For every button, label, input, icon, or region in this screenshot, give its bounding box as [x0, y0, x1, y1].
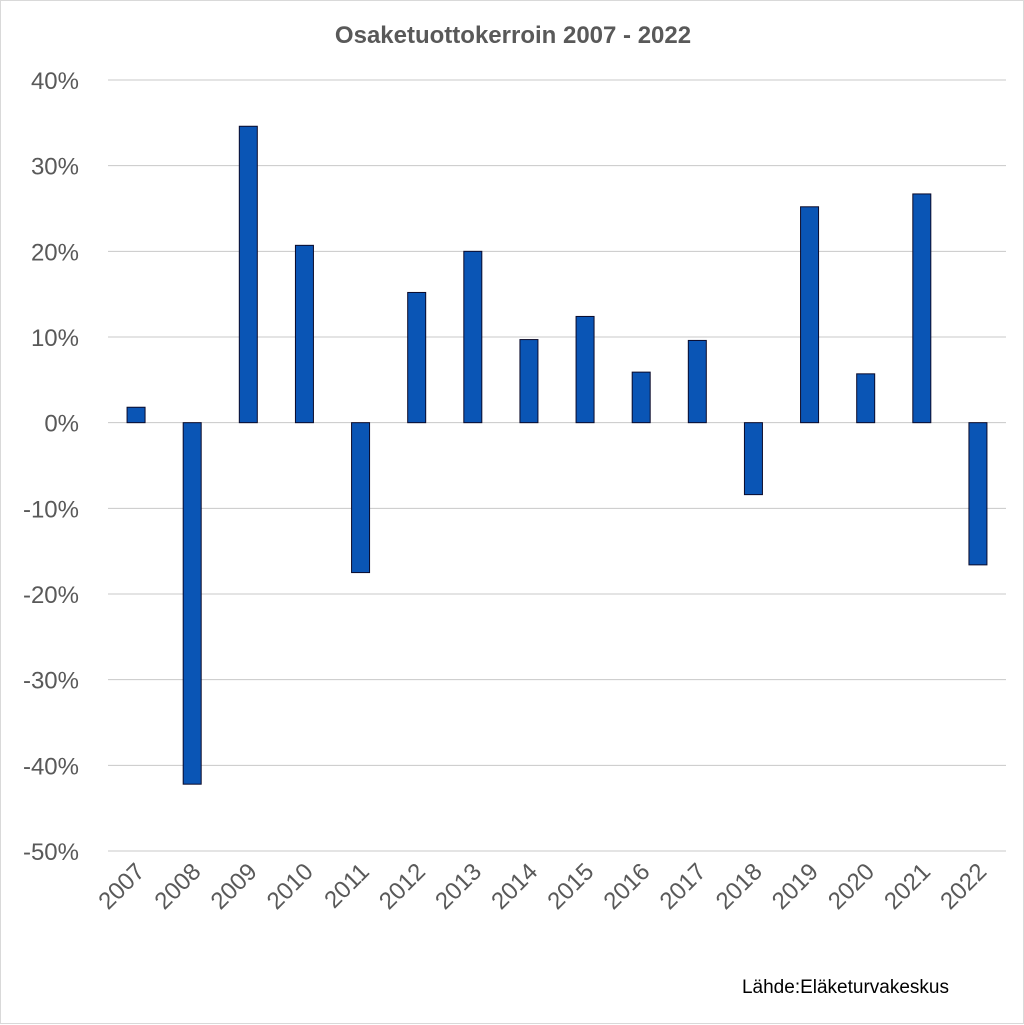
x-tick-label: 2014 [486, 858, 543, 915]
y-tick-label: 30% [31, 154, 79, 181]
x-tick-label: 2008 [150, 858, 207, 915]
y-tick-label: -40% [23, 753, 79, 780]
x-tick-label: 2009 [206, 858, 263, 915]
bar-2016 [631, 371, 651, 424]
x-axis-tick-labels: 2007 2008 2009 2010 2011 2012 2013 2014 2015 2016… [93, 858, 992, 915]
bar-2007 [126, 406, 146, 424]
y-tick-label: -50% [23, 839, 79, 866]
bars [126, 125, 988, 785]
x-tick-label: 2022 [935, 858, 992, 915]
bar-2013 [463, 250, 483, 424]
bar-2019 [800, 206, 820, 424]
bar-2020 [856, 373, 876, 424]
x-tick-label: 2016 [599, 858, 656, 915]
x-tick-label: 2018 [711, 858, 768, 915]
y-tick-label: 10% [31, 325, 79, 352]
y-tick-label: -10% [23, 496, 79, 523]
bar-2012 [407, 291, 427, 424]
x-tick-label: 2010 [262, 858, 319, 915]
y-tick-label: 40% [31, 68, 79, 95]
bar-2014 [519, 339, 539, 424]
bar-2022 [968, 422, 988, 566]
y-tick-label: 20% [31, 239, 79, 266]
bar-2021 [912, 193, 932, 424]
x-tick-label: 2007 [93, 858, 150, 915]
bar-2017 [687, 339, 707, 424]
x-tick-label: 2020 [823, 858, 880, 915]
x-tick-label: 2021 [879, 858, 936, 915]
x-tick-label: 2012 [374, 858, 431, 915]
bar-2009 [238, 125, 258, 424]
x-tick-label: 2019 [767, 858, 824, 915]
y-axis-tick-labels: 40% 30% 20% 10% 0% -10% -20% -30% -40% -50% [23, 68, 79, 866]
bar-2010 [294, 244, 314, 424]
x-tick-label: 2011 [319, 858, 375, 914]
y-tick-label: -20% [23, 582, 79, 609]
x-tick-label: 2015 [542, 858, 599, 915]
chart-title: Osaketuottokerroin 2007 - 2022 [335, 22, 691, 49]
bar-2008 [182, 422, 202, 785]
bar-2015 [575, 315, 595, 424]
y-tick-label: 0% [44, 411, 79, 438]
bar-2011 [351, 422, 371, 574]
bar-2018 [743, 422, 763, 496]
x-tick-label: 2013 [430, 858, 487, 915]
source-note: Lähde:Eläketurvakeskus [742, 977, 949, 998]
y-tick-label: -30% [23, 668, 79, 695]
x-tick-label: 2017 [655, 858, 712, 915]
